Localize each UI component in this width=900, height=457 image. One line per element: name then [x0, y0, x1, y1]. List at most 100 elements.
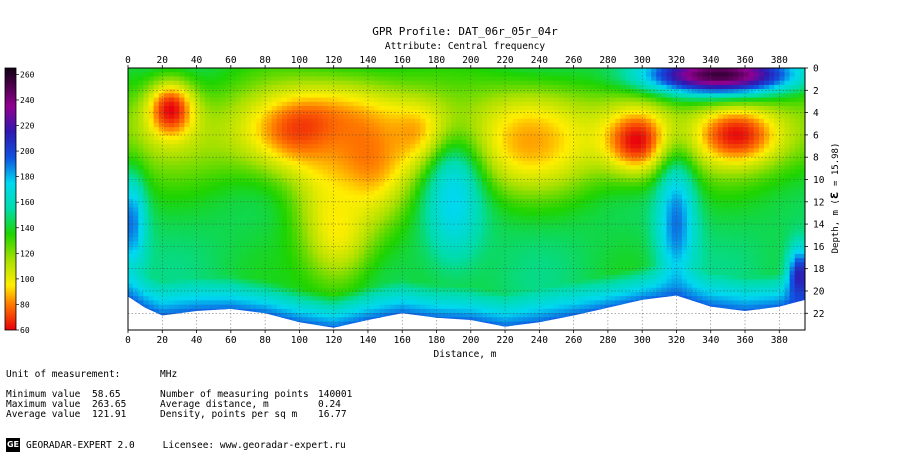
heatmap-cell — [215, 177, 221, 183]
heatmap-cell — [435, 275, 442, 280]
heatmap-cell — [169, 300, 175, 306]
heatmap-cell — [410, 190, 416, 196]
heatmap-cell — [220, 283, 227, 289]
heatmap-cell — [420, 177, 427, 183]
heatmap-cell — [292, 89, 298, 94]
heatmap-cell — [399, 270, 406, 276]
heatmap-cell — [143, 283, 150, 289]
heatmap-cell — [517, 135, 524, 141]
heatmap-cell — [266, 279, 273, 285]
heatmap-cell — [492, 304, 498, 310]
heatmap-cell — [245, 266, 252, 272]
heatmap-cell — [271, 135, 278, 141]
heatmap-cell — [230, 148, 237, 154]
heatmap-cell — [492, 266, 498, 272]
heatmap-cell — [538, 97, 545, 103]
heatmap-cell — [261, 237, 268, 242]
heatmap-cell — [487, 245, 493, 251]
heatmap-cell — [297, 241, 303, 247]
heatmap-cell — [528, 165, 534, 171]
heatmap-cell — [538, 93, 545, 99]
heatmap-cell — [297, 228, 303, 234]
heatmap-cell — [445, 165, 452, 171]
heatmap-cell — [210, 275, 216, 280]
heatmap-cell — [153, 270, 160, 276]
heatmap-cell — [379, 139, 386, 145]
heatmap-cell — [271, 186, 278, 192]
heatmap-cell — [271, 190, 278, 196]
heatmap-cell — [394, 317, 401, 323]
heatmap-cell — [481, 203, 488, 209]
heatmap-cell — [286, 173, 293, 179]
heatmap-cell — [333, 215, 339, 221]
heatmap-cell — [292, 97, 298, 103]
heatmap-cell — [194, 300, 201, 306]
heatmap-cell — [399, 72, 406, 78]
heatmap-cell — [174, 291, 180, 297]
heatmap-cell — [415, 68, 421, 73]
heatmap-cell — [384, 283, 391, 289]
heatmap-cell — [302, 266, 309, 272]
heatmap-cell — [358, 173, 365, 179]
heatmap-cell — [487, 199, 493, 204]
heatmap-cell — [497, 114, 503, 120]
heatmap-cell — [174, 317, 180, 323]
heatmap-cell — [481, 122, 488, 128]
heatmap-cell — [517, 89, 524, 94]
heatmap-cell — [533, 275, 539, 280]
heatmap-cell — [297, 283, 303, 289]
heatmap-cell — [281, 89, 288, 94]
heatmap-cell — [256, 122, 262, 128]
heatmap-cell — [133, 68, 139, 73]
heatmap-cell — [138, 190, 144, 196]
heatmap-cell — [322, 144, 329, 149]
heatmap-cell — [138, 127, 144, 132]
heatmap-cell — [399, 237, 406, 242]
heatmap-cell — [456, 72, 462, 78]
heatmap-cell — [184, 122, 191, 128]
heatmap-cell — [317, 106, 324, 111]
heatmap-cell — [404, 135, 411, 141]
heatmap-cell — [169, 127, 175, 132]
heatmap-cell — [343, 207, 350, 213]
heatmap-cell — [266, 131, 273, 137]
heatmap-cell — [399, 258, 406, 263]
heatmap-cell — [317, 101, 324, 107]
heatmap-cell — [476, 173, 483, 179]
heatmap-cell — [286, 253, 293, 259]
heatmap-cell — [394, 182, 401, 187]
heatmap-cell — [128, 215, 134, 221]
heatmap-cell — [143, 118, 150, 124]
heatmap-cell — [148, 131, 155, 137]
heatmap-cell — [261, 131, 268, 137]
heatmap-cell — [235, 270, 242, 276]
heatmap-cell — [240, 237, 247, 242]
heatmap-cell — [456, 101, 462, 107]
heatmap-cell — [522, 127, 529, 132]
heatmap-cell — [292, 211, 298, 217]
heatmap-cell — [153, 148, 160, 154]
heatmap-cell — [281, 224, 288, 230]
heatmap-cell — [215, 135, 221, 141]
heatmap-cell — [481, 304, 488, 310]
heatmap-cell — [430, 186, 437, 192]
heatmap-cell — [266, 266, 273, 272]
heatmap-cell — [153, 72, 160, 78]
heatmap-cell — [415, 160, 421, 166]
heatmap-cell — [163, 76, 170, 82]
heatmap-cell — [189, 76, 196, 82]
heatmap-cell — [184, 110, 191, 116]
heatmap-cell — [369, 139, 375, 145]
heatmap-cell — [512, 160, 519, 166]
heatmap-cell — [533, 207, 539, 213]
heatmap-cell — [471, 291, 478, 297]
heatmap-cell — [517, 270, 524, 276]
heatmap-cell — [440, 300, 447, 306]
heatmap-cell — [471, 114, 478, 120]
heatmap-cell — [312, 80, 319, 86]
heatmap-cell — [328, 228, 334, 234]
heatmap-cell — [481, 321, 488, 327]
heatmap-cell — [451, 215, 457, 221]
heatmap-cell — [389, 215, 396, 221]
heatmap-cell — [297, 173, 303, 179]
